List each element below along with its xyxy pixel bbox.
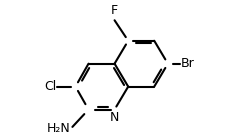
Text: Cl: Cl	[44, 80, 56, 93]
Text: Br: Br	[180, 57, 194, 70]
Text: H₂N: H₂N	[47, 122, 71, 135]
Text: N: N	[110, 111, 119, 124]
Text: F: F	[111, 4, 118, 17]
